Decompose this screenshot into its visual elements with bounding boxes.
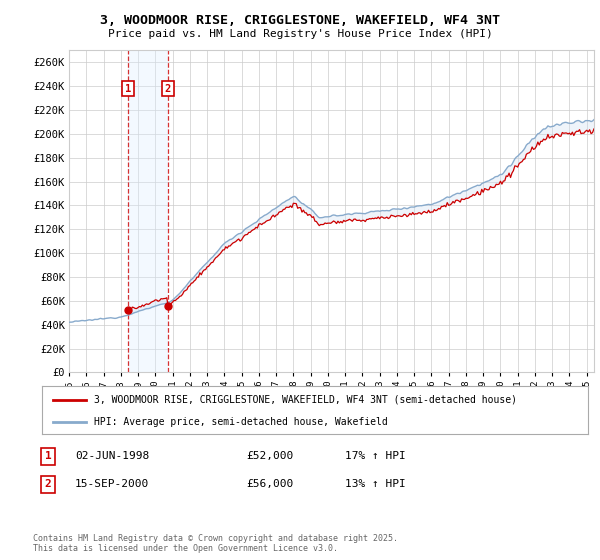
Text: 17% ↑ HPI: 17% ↑ HPI xyxy=(345,451,406,461)
Text: 3, WOODMOOR RISE, CRIGGLESTONE, WAKEFIELD, WF4 3NT: 3, WOODMOOR RISE, CRIGGLESTONE, WAKEFIEL… xyxy=(100,14,500,27)
Text: 2: 2 xyxy=(44,479,52,489)
Text: HPI: Average price, semi-detached house, Wakefield: HPI: Average price, semi-detached house,… xyxy=(94,417,388,427)
Text: 3, WOODMOOR RISE, CRIGGLESTONE, WAKEFIELD, WF4 3NT (semi-detached house): 3, WOODMOOR RISE, CRIGGLESTONE, WAKEFIEL… xyxy=(94,395,517,405)
Text: 02-JUN-1998: 02-JUN-1998 xyxy=(75,451,149,461)
Text: 1: 1 xyxy=(125,83,131,94)
Text: 1: 1 xyxy=(44,451,52,461)
Bar xyxy=(128,50,167,372)
Text: 15-SEP-2000: 15-SEP-2000 xyxy=(75,479,149,489)
Text: 2: 2 xyxy=(164,83,170,94)
Text: Price paid vs. HM Land Registry's House Price Index (HPI): Price paid vs. HM Land Registry's House … xyxy=(107,29,493,39)
Text: £56,000: £56,000 xyxy=(246,479,293,489)
Text: £52,000: £52,000 xyxy=(246,451,293,461)
Text: 13% ↑ HPI: 13% ↑ HPI xyxy=(345,479,406,489)
Text: Contains HM Land Registry data © Crown copyright and database right 2025.
This d: Contains HM Land Registry data © Crown c… xyxy=(33,534,398,553)
